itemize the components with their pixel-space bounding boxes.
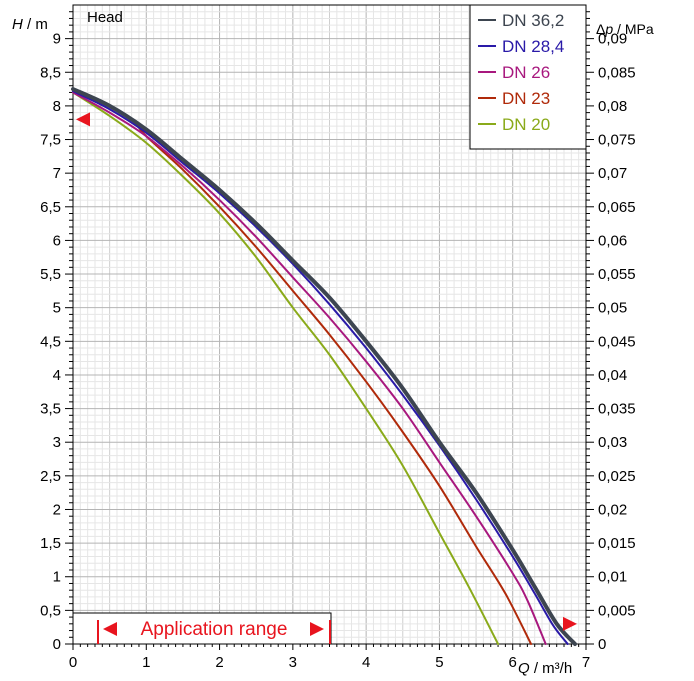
y2-axis-label: Δp / MPa bbox=[596, 21, 654, 37]
y2-tick-label: 0,035 bbox=[598, 401, 636, 418]
y-tick-label: 1,5 bbox=[40, 535, 61, 552]
y2-tick-label: 0,08 bbox=[598, 98, 627, 115]
series-line-dn-28-4 bbox=[72, 90, 569, 645]
y-tick-label: 1 bbox=[53, 569, 61, 586]
y-axis-var: H bbox=[12, 16, 23, 33]
y-tick-label: 2,5 bbox=[40, 468, 61, 485]
y-tick-label: 7,5 bbox=[40, 132, 61, 149]
y2-axis-prefix: Δ bbox=[596, 21, 605, 37]
y-tick-label: 2 bbox=[53, 501, 61, 518]
y2-tick-label: 0,06 bbox=[598, 232, 627, 249]
x-tick-label: 2 bbox=[215, 654, 223, 671]
marker-right-arrow bbox=[563, 616, 578, 631]
y-tick-label: 7 bbox=[53, 165, 61, 182]
y2-tick-label: 0,015 bbox=[598, 535, 636, 552]
y-tick-label: 3,5 bbox=[40, 401, 61, 418]
y-tick-label: 6 bbox=[53, 232, 61, 249]
y2-tick-label: 0,09 bbox=[598, 31, 627, 48]
y2-tick-label: 0,03 bbox=[598, 434, 627, 451]
y-tick-label: 4 bbox=[53, 367, 61, 384]
y-tick-label: 0,5 bbox=[40, 602, 61, 619]
y2-tick-label: 0,085 bbox=[598, 64, 636, 81]
y-tick-label: 0 bbox=[53, 636, 61, 653]
y2-tick-label: 0,055 bbox=[598, 266, 636, 283]
x-axis-label: Q / m³/h bbox=[518, 660, 572, 677]
application-range-left-arrow bbox=[103, 622, 117, 636]
x-tick-label: 4 bbox=[362, 654, 370, 671]
application-range-label: Application range bbox=[141, 619, 288, 640]
x-tick-label: 5 bbox=[435, 654, 443, 671]
y2-tick-label: 0 bbox=[598, 636, 606, 653]
marker-left-arrow bbox=[76, 112, 90, 127]
series-line-dn-20 bbox=[72, 91, 500, 645]
y-tick-label: 6,5 bbox=[40, 199, 61, 216]
series-layer bbox=[71, 87, 578, 646]
legend-label: DN 23 bbox=[502, 89, 550, 108]
series-line-dn-26 bbox=[72, 91, 547, 645]
y-tick-label: 8 bbox=[53, 98, 61, 115]
series-line-dn-36-2 bbox=[71, 87, 578, 646]
series-line-dn-23 bbox=[72, 88, 533, 645]
y-tick-label: 4,5 bbox=[40, 333, 61, 350]
x-tick-label: 6 bbox=[509, 654, 517, 671]
chart-title: Head bbox=[87, 9, 123, 26]
y2-tick-label: 0,05 bbox=[598, 300, 627, 317]
y-tick-label: 8,5 bbox=[40, 64, 61, 81]
y-axis-unit: / m bbox=[23, 16, 48, 33]
y-tick-label: 5,5 bbox=[40, 266, 61, 283]
x-tick-label: 0 bbox=[69, 654, 77, 671]
y-tick-label: 5 bbox=[53, 300, 61, 317]
application-range-box: Application range bbox=[72, 612, 332, 645]
legend-label: DN 20 bbox=[502, 115, 550, 134]
x-axis-unit: / m³/h bbox=[530, 660, 573, 677]
y2-tick-label: 0,065 bbox=[598, 199, 636, 216]
y2-tick-label: 0,075 bbox=[598, 132, 636, 149]
x-tick-label: 3 bbox=[289, 654, 297, 671]
axes: 0 1 2 3 4 5 6 700,511,522,533,544,555,566,577,5… bbox=[40, 4, 636, 671]
y2-tick-label: 0,025 bbox=[598, 468, 636, 485]
y2-tick-label: 0,01 bbox=[598, 569, 627, 586]
y2-tick-label: 0,02 bbox=[598, 501, 627, 518]
legend-label: DN 26 bbox=[502, 63, 550, 82]
y2-tick-label: 0,04 bbox=[598, 367, 627, 384]
application-range-right-arrow bbox=[310, 622, 324, 636]
y2-tick-label: 0,07 bbox=[598, 165, 627, 182]
x-tick-label: 1 bbox=[142, 654, 150, 671]
y-tick-label: 9 bbox=[53, 31, 61, 48]
marker-layer bbox=[76, 112, 578, 631]
y2-axis-unit: / MPa bbox=[613, 21, 654, 37]
x-tick-label: 7 bbox=[582, 654, 590, 671]
legend: DN 36,2 DN 28,4 DN 26 DN 23 DN 20 bbox=[469, 4, 587, 150]
y2-axis-var: p bbox=[604, 21, 613, 37]
y-tick-label: 3 bbox=[53, 434, 61, 451]
legend-label: DN 36,2 bbox=[502, 11, 564, 30]
legend-label: DN 28,4 bbox=[502, 37, 564, 56]
y2-tick-label: 0,045 bbox=[598, 333, 636, 350]
y-axis-label: H / m bbox=[12, 16, 48, 33]
y2-tick-label: 0,005 bbox=[598, 602, 636, 619]
x-axis-var: Q bbox=[518, 660, 530, 677]
